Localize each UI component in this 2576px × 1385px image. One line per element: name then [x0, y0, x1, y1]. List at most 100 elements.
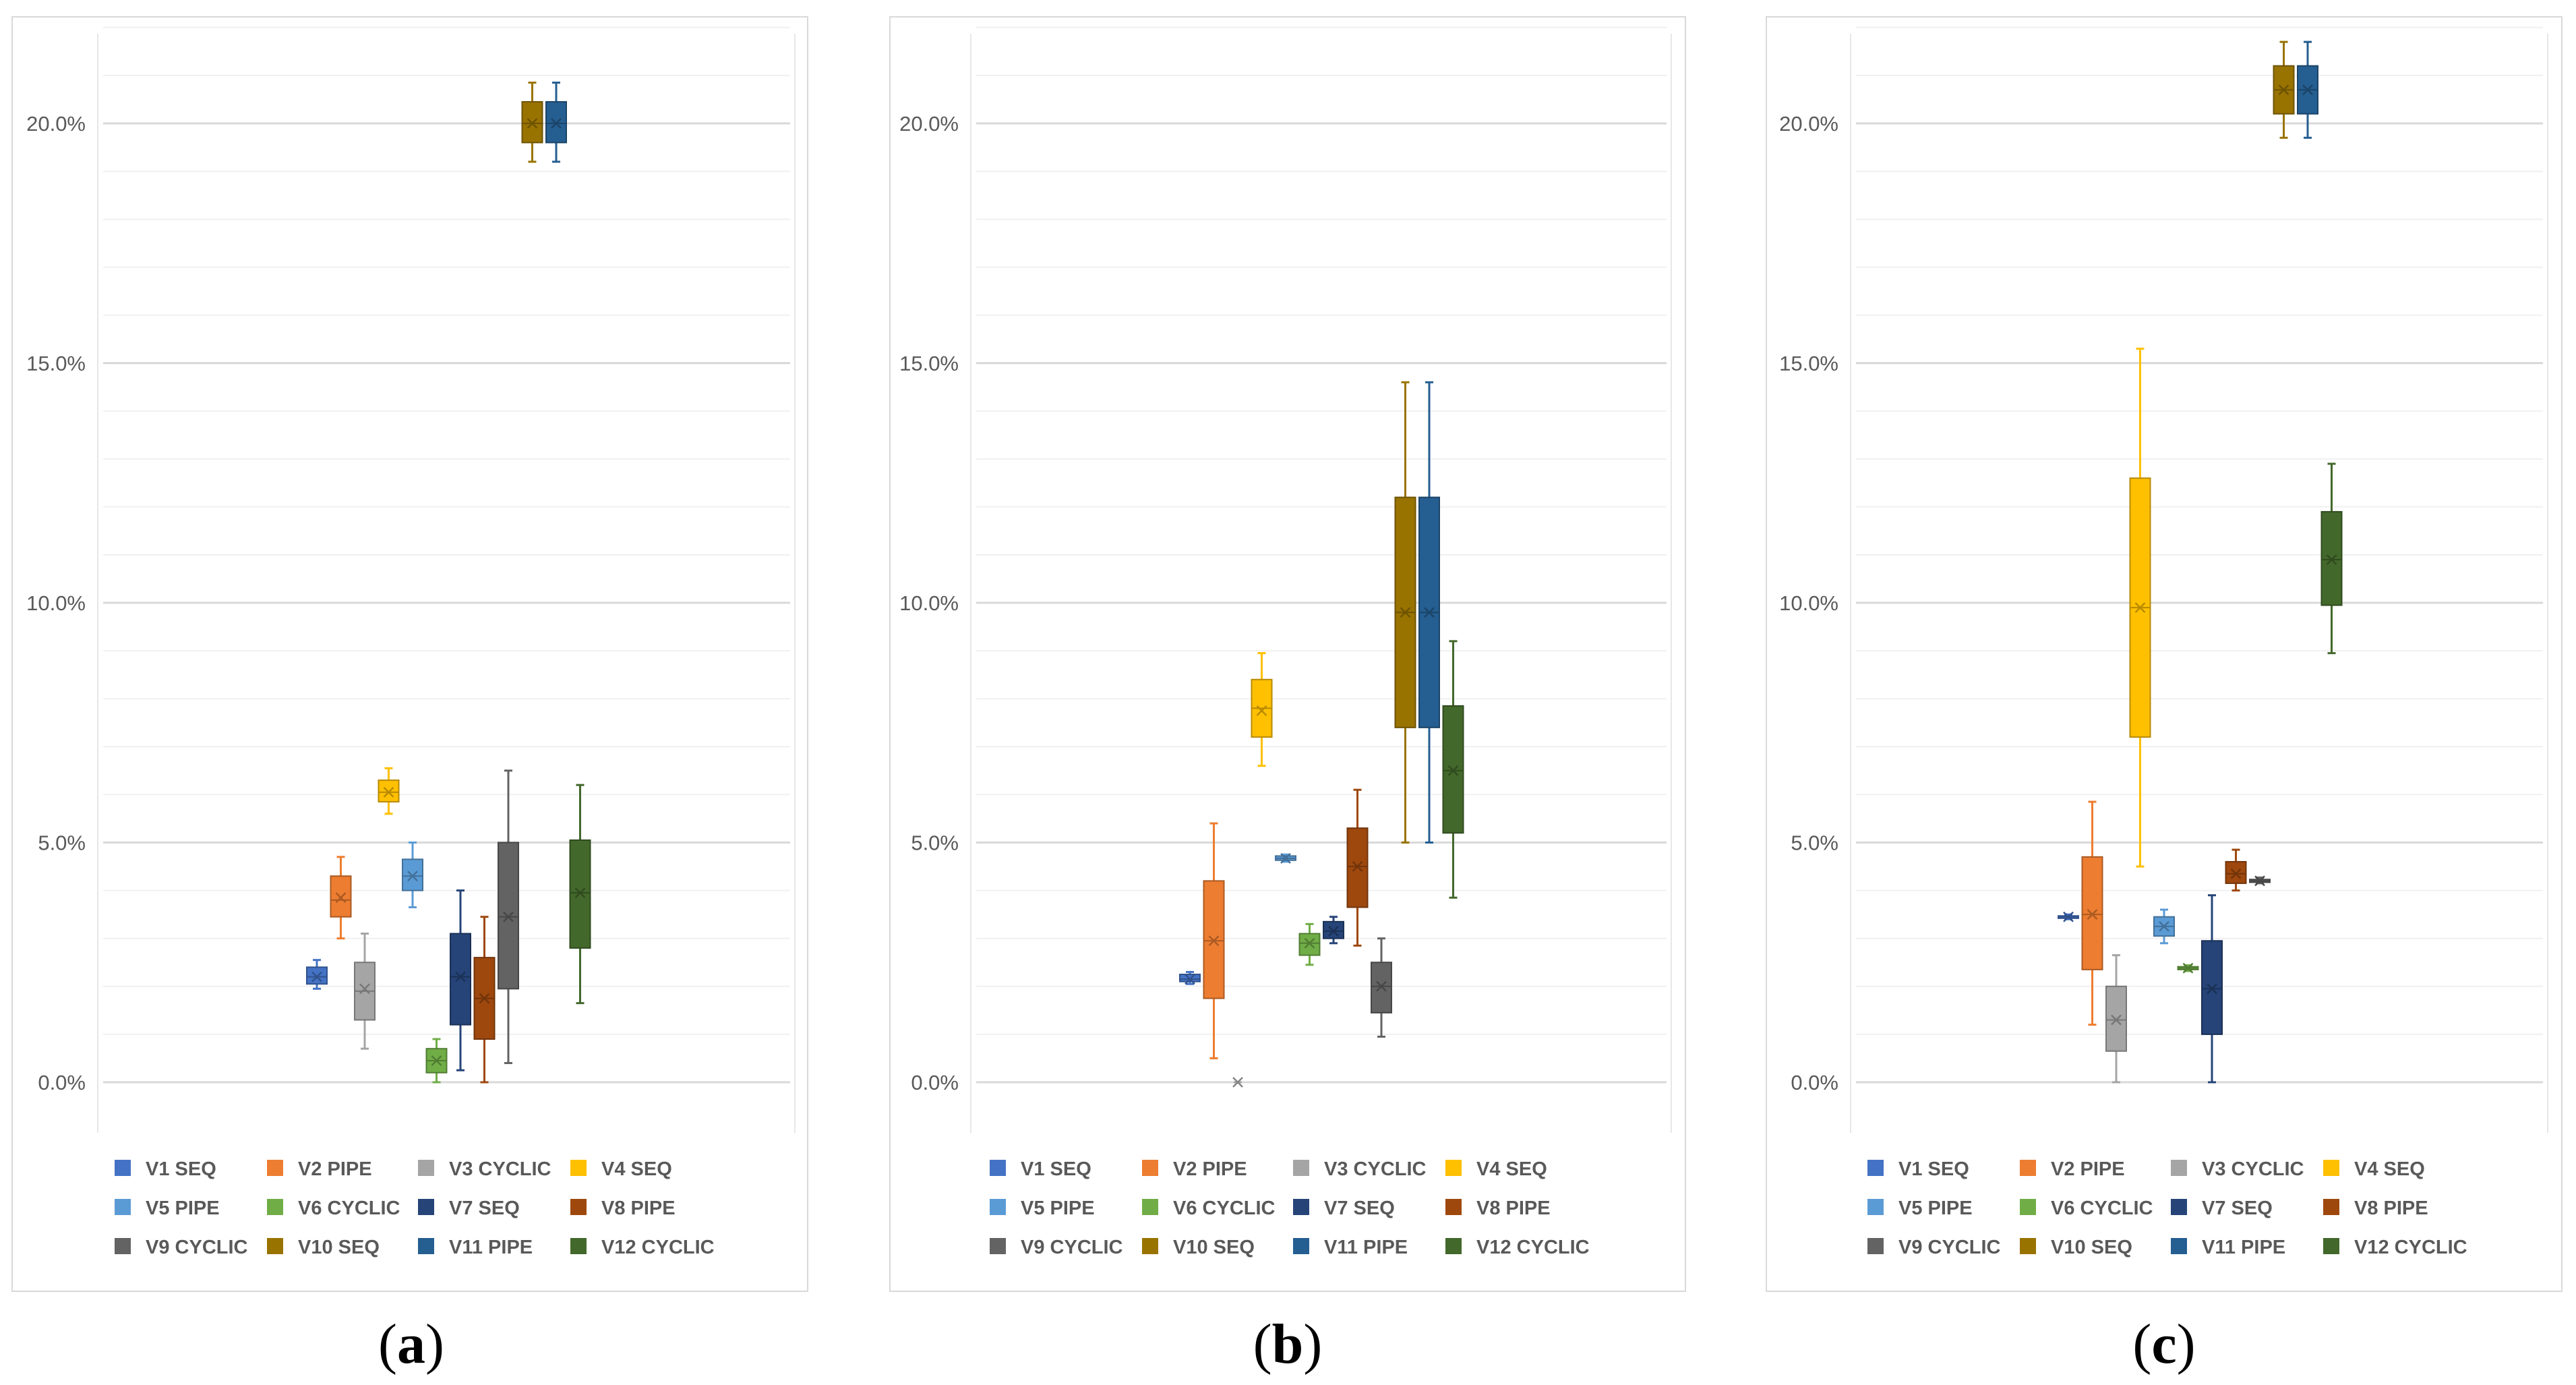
panel-a: 0.0% 5.0% 10.0% 15.0% 20.0% V1 SEQ V2 PIPE V3 C… [11, 16, 808, 1292]
legend-entry-v1: V1 SEQ [990, 1158, 1091, 1180]
legend-swatch [2020, 1238, 2036, 1254]
box-v10 [2273, 40, 2295, 139]
caption-c: (c) [2132, 1313, 2196, 1376]
iqr-box [1442, 705, 1464, 834]
iqr-box [2225, 860, 2247, 884]
legend-label: V10 SEQ [2051, 1237, 2132, 1258]
box-v5 [402, 842, 423, 908]
legend-entry-v1: V1 SEQ [1867, 1158, 1969, 1180]
mean-marker [311, 971, 322, 982]
legend-entry-v9: V9 CYCLIC [115, 1237, 248, 1258]
iqr-box [1323, 920, 1344, 939]
legend-swatch [1445, 1160, 1462, 1176]
legend-entry-v5: V5 PIPE [1867, 1198, 1973, 1219]
legend-swatch [1867, 1160, 1884, 1176]
box-v3 [2105, 954, 2127, 1084]
box-v3 [1232, 1077, 1243, 1088]
box-v6 [1298, 922, 1321, 966]
legend-swatch [115, 1199, 131, 1215]
legend-swatch [1142, 1160, 1158, 1176]
mean-marker [1232, 1077, 1243, 1088]
mean-marker [1256, 705, 1267, 716]
legend-swatch [115, 1160, 131, 1176]
mean-marker [2182, 962, 2194, 974]
mean-marker [407, 871, 418, 882]
legend-entry-v12: V12 CYCLIC [1445, 1237, 1590, 1258]
iqr-box [2201, 940, 2223, 1035]
box-v2 [330, 856, 352, 940]
box-v2 [1203, 822, 1225, 1059]
mean-marker [335, 892, 347, 904]
legend-entry-v1: V1 SEQ [115, 1158, 216, 1180]
caption-c-letter: c [2151, 1313, 2177, 1376]
mean-marker [431, 1055, 442, 1066]
legend-swatch [990, 1199, 1006, 1215]
y-tick-label: 20.0% [1779, 112, 1838, 136]
legend-label: V2 PIPE [2051, 1158, 2125, 1180]
legend-swatch [418, 1238, 434, 1254]
mean-marker [1328, 926, 1339, 937]
legend-label: V4 SEQ [601, 1158, 672, 1180]
legend-entry-v9: V9 CYCLIC [990, 1237, 1123, 1258]
box-v7 [2201, 894, 2223, 1084]
legend-entry-v11: V11 PIPE [2171, 1237, 2285, 1258]
legend-label: V3 CYCLIC [2202, 1158, 2304, 1180]
legend-label: V3 CYCLIC [449, 1158, 551, 1180]
legend-entry-v4: V4 SEQ [570, 1158, 672, 1180]
mean-marker [1424, 607, 1435, 618]
legend-swatch [1445, 1199, 1462, 1215]
legend-swatch [2323, 1199, 2339, 1215]
iqr-box [306, 966, 328, 985]
box-v11 [2297, 40, 2318, 139]
mean-marker [2302, 84, 2313, 96]
legend-label: V5 PIPE [1898, 1198, 1973, 1219]
box-v1 [1179, 970, 1201, 985]
mean-marker [1280, 853, 1291, 864]
legend-entry-v12: V12 CYCLIC [570, 1237, 715, 1258]
legend-swatch [570, 1160, 587, 1176]
caption-b-letter: b [1271, 1313, 1304, 1376]
iqr-box [569, 839, 591, 949]
mean-marker [455, 971, 466, 982]
mean-marker [1376, 980, 1387, 992]
y-tick-label: 15.0% [26, 352, 86, 376]
y-tick-label: 10.0% [26, 591, 86, 615]
legend-swatch [1142, 1238, 1158, 1254]
legend-entry-v10: V10 SEQ [1142, 1237, 1255, 1258]
iqr-box [402, 858, 423, 891]
legend-entry-v8: V8 PIPE [570, 1198, 676, 1219]
mean-marker [1400, 607, 1411, 618]
box-v11 [545, 82, 567, 163]
y-tick-label: 15.0% [1779, 352, 1838, 376]
mean-marker [2111, 1014, 2122, 1026]
legend-entry-v4: V4 SEQ [1445, 1158, 1547, 1180]
mean-marker [1352, 861, 1363, 872]
legend-label: V9 CYCLIC [146, 1237, 248, 1258]
legend-swatch [1867, 1199, 1884, 1215]
box-v9 [1371, 937, 1392, 1038]
iqr-box [521, 101, 543, 144]
legend-label: V10 SEQ [298, 1237, 380, 1258]
legend-swatch [570, 1199, 587, 1215]
mean-marker [1304, 937, 1315, 949]
box-v4 [378, 767, 400, 815]
legend-entry-v2: V2 PIPE [267, 1158, 372, 1180]
iqr-box [378, 779, 400, 803]
caption-a: (a) [378, 1313, 444, 1376]
mean-marker [1185, 974, 1195, 985]
y-tick-label: 10.0% [899, 591, 959, 615]
legend-swatch [2171, 1160, 2187, 1176]
box-v9 [498, 769, 519, 1065]
legend-entry-v11: V11 PIPE [1293, 1237, 1408, 1258]
box-v4 [1251, 652, 1273, 767]
legend-swatch [2323, 1238, 2339, 1254]
box-v1 [306, 959, 328, 990]
panel-a-border [11, 16, 808, 1292]
legend-swatch [2171, 1199, 2187, 1215]
legend-label: V5 PIPE [146, 1198, 220, 1219]
legend-entry-v8: V8 PIPE [2323, 1198, 2428, 1219]
panel-b-border [889, 16, 1686, 1292]
mean-marker [2278, 84, 2289, 96]
legend-swatch [990, 1238, 1006, 1254]
